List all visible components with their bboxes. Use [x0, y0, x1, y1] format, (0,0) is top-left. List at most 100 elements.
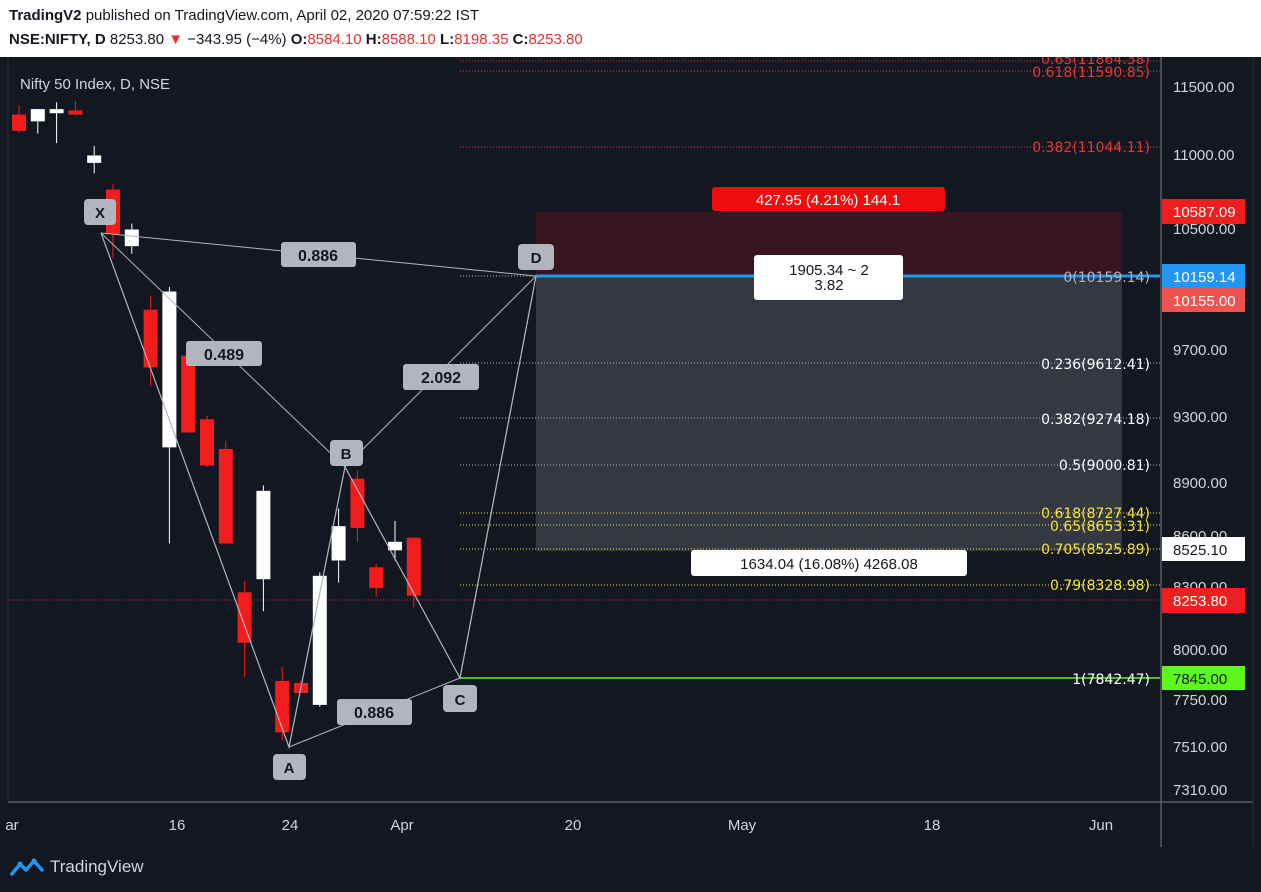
publish-info: TradingV2 published on TradingView.com, …	[9, 7, 479, 24]
fib-label-0382-top: 0.382(11044.11)	[1032, 140, 1150, 156]
entry-price-text: 10159.14	[1173, 269, 1236, 286]
risk-label-text: 427.95 (4.21%) 144.1	[756, 192, 900, 209]
change-value: −343.95 (−4%)	[187, 31, 287, 48]
candle-down[interactable]	[200, 419, 214, 466]
high-value: 8588.10	[381, 31, 436, 48]
ratio-ac-label[interactable]: 0.886	[337, 699, 412, 725]
time-tick: 18	[924, 817, 941, 834]
point-x-label[interactable]: X	[84, 199, 116, 225]
last-price: 8253.80	[109, 31, 165, 48]
ratio-xb-label[interactable]: 0.489	[186, 341, 262, 366]
price-tick: 8000.00	[1173, 642, 1227, 659]
symbol-name[interactable]: NSE:NIFTY, D	[9, 31, 106, 48]
point-b-text: B	[341, 446, 352, 463]
ratio-box-line1: 1905.34 ~ 2	[789, 262, 869, 279]
ratio-box-line2: 3.82	[814, 277, 843, 294]
tradingview-logo-icon	[10, 858, 44, 876]
close-label: C:	[512, 31, 529, 48]
c-level-price-text: 7845.00	[1173, 671, 1227, 688]
tradingview-brand: TradingView	[50, 857, 144, 876]
point-d-label[interactable]: D	[518, 244, 554, 270]
chart-header: TradingV2 published on TradingView.com, …	[0, 0, 1261, 57]
point-a-label[interactable]: A	[273, 754, 306, 780]
time-tick: 20	[565, 817, 582, 834]
price-tick: 7310.00	[1173, 782, 1227, 799]
fib-label-05: 0.5(9000.81)	[1059, 458, 1150, 474]
price-tick: 11000.00	[1173, 147, 1234, 164]
ratio-xb-text: 0.489	[204, 347, 244, 364]
candle-down[interactable]	[218, 449, 233, 544]
fib-label-079: 0.79(8328.98)	[1050, 578, 1150, 594]
open-value: 8584.10	[307, 31, 362, 48]
last-price-tag	[1162, 588, 1245, 613]
candle-down[interactable]	[68, 110, 83, 115]
point-b-label[interactable]: B	[330, 440, 363, 466]
reward-label-text: 1634.04 (16.08%) 4268.08	[740, 556, 918, 573]
stop-price-text: 10587.09	[1173, 204, 1236, 221]
low-label: L:	[440, 31, 455, 48]
fib-label-0382: 0.382(9274.18)	[1041, 412, 1150, 428]
fib-label-0236: 0.236(9612.41)	[1041, 357, 1150, 373]
candle-down[interactable]	[12, 114, 26, 131]
candle-up[interactable]	[30, 109, 45, 122]
cd-line	[459, 275, 537, 679]
fib-label-1: 1(7842.47)	[1072, 672, 1150, 688]
target-price-tag	[1162, 537, 1245, 561]
fib-label-0618: 0.618(8727.44)	[1041, 506, 1150, 522]
down-arrow-icon: ▼	[168, 31, 184, 48]
reward-zone	[536, 276, 1122, 551]
c-level-price-tag	[1162, 666, 1245, 690]
ratio-box[interactable]: 1905.34 ~ 2 3.82	[754, 255, 903, 300]
last-price-text: 8253.80	[1173, 593, 1227, 610]
candle-down[interactable]	[181, 355, 196, 433]
price-tick: 9300.00	[1173, 409, 1227, 426]
candle-down[interactable]	[143, 309, 158, 368]
time-tick: 24	[282, 817, 299, 834]
candle-up[interactable]	[256, 490, 271, 580]
ratio-bd-label[interactable]: 2.092	[403, 364, 479, 390]
published-text: published on TradingView.com, April 02, …	[81, 7, 480, 24]
close-value: 8253.80	[528, 31, 583, 48]
symbol-info: NSE:NIFTY, D 8253.80 ▼ −343.95 (−4%) O:8…	[9, 31, 583, 48]
price-axis[interactable]: 11500.00 11000.00 10500.00 9700.00 9300.…	[1173, 79, 1236, 799]
chart-legend-title[interactable]: Nifty 50 Index, D, NSE	[20, 76, 170, 93]
candles[interactable]	[12, 100, 421, 741]
point-a-text: A	[284, 760, 295, 777]
point-c-text: C	[455, 692, 466, 709]
candle-up[interactable]	[87, 155, 102, 163]
candle-up[interactable]	[49, 109, 64, 114]
footer: TradingView	[0, 847, 1261, 892]
fib-labels: 0.65(11864.38) 0.618(11590.85) 0.382(110…	[1032, 57, 1150, 688]
ratio-xd-label[interactable]: 0.886	[281, 242, 356, 267]
fib-label-0705: 0.705(8525.89)	[1041, 542, 1150, 558]
risk-label[interactable]: 427.95 (4.21%) 144.1	[712, 187, 945, 211]
chart-canvas[interactable]: Nifty 50 Index, D, NSE X A	[0, 57, 1261, 847]
candle-down[interactable]	[275, 681, 290, 733]
stop-price-tag	[1162, 199, 1245, 224]
entry2-price-text: 10155.00	[1173, 293, 1236, 310]
reward-label[interactable]: 1634.04 (16.08%) 4268.08	[691, 550, 967, 576]
publisher-name[interactable]: TradingV2	[9, 7, 82, 24]
price-tick: 8900.00	[1173, 475, 1227, 492]
candle-up[interactable]	[388, 541, 402, 551]
candle-up[interactable]	[124, 229, 139, 247]
candle-down[interactable]	[369, 567, 384, 589]
price-tick: 11500.00	[1173, 79, 1234, 96]
point-c-label[interactable]: C	[443, 685, 477, 712]
candle-down[interactable]	[406, 537, 421, 596]
fib-label-065-top: 0.65(11864.38)	[1041, 57, 1150, 68]
price-tick: 10500.00	[1173, 221, 1236, 238]
fib-label-0618-top: 0.618(11590.85)	[1032, 65, 1150, 81]
time-tick: Jun	[1089, 817, 1113, 834]
ratio-bd-text: 2.092	[421, 370, 461, 387]
ratio-xd-text: 0.886	[298, 248, 338, 265]
target-price-text: 8525.10	[1173, 542, 1227, 559]
time-axis[interactable]: ar 16 24 Apr 20 May 18 Jun	[5, 817, 1113, 834]
price-tick: 7510.00	[1173, 739, 1227, 756]
candle-up[interactable]	[331, 526, 346, 561]
tradingview-logo[interactable]: TradingView	[10, 857, 144, 877]
candle-down[interactable]	[237, 592, 252, 643]
time-tick: 16	[169, 817, 186, 834]
candle-down[interactable]	[350, 478, 365, 528]
candle-up[interactable]	[162, 291, 177, 448]
